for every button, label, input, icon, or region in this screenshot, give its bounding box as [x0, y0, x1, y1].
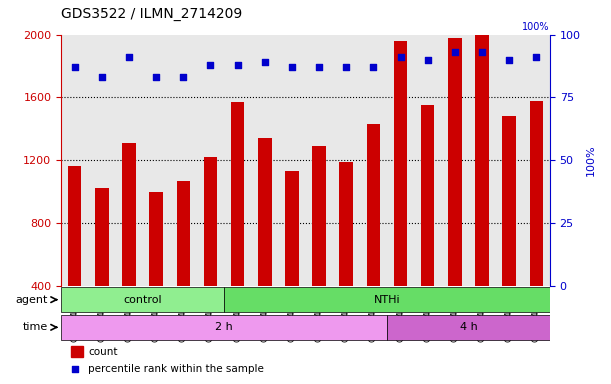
Bar — [122, 143, 136, 286]
Bar — [340, 162, 353, 286]
Point — [97, 74, 107, 80]
Text: agent: agent — [15, 295, 48, 305]
Point — [205, 62, 215, 68]
Bar — [530, 101, 543, 286]
Text: 2 h: 2 h — [215, 322, 233, 332]
Point — [178, 74, 188, 80]
Bar — [475, 0, 489, 286]
Point — [504, 56, 514, 63]
Point — [342, 64, 351, 70]
Text: percentile rank within the sample: percentile rank within the sample — [88, 364, 264, 374]
Bar — [421, 105, 434, 286]
Bar — [95, 189, 109, 286]
Point — [260, 59, 269, 65]
Text: 100%: 100% — [522, 22, 550, 32]
FancyBboxPatch shape — [387, 315, 550, 340]
Bar — [231, 102, 244, 286]
Point — [233, 62, 243, 68]
Point — [368, 64, 378, 70]
Point — [477, 49, 487, 55]
Point — [70, 366, 79, 372]
Point — [124, 54, 134, 60]
Text: time: time — [22, 322, 48, 332]
Point — [314, 64, 324, 70]
Bar — [71, 346, 83, 357]
Point — [423, 56, 433, 63]
FancyBboxPatch shape — [224, 287, 550, 312]
Point — [532, 54, 541, 60]
Point — [450, 49, 459, 55]
Y-axis label: 100%: 100% — [586, 144, 596, 176]
Text: control: control — [123, 295, 162, 305]
Point — [287, 64, 297, 70]
Bar — [177, 180, 190, 286]
Point — [70, 64, 79, 70]
Point — [396, 54, 406, 60]
Point — [152, 74, 161, 80]
Bar — [258, 138, 271, 286]
Bar — [393, 41, 408, 286]
Bar — [68, 167, 81, 286]
Text: NTHi: NTHi — [374, 295, 400, 305]
Text: count: count — [88, 347, 117, 357]
Bar — [312, 146, 326, 286]
FancyBboxPatch shape — [61, 315, 387, 340]
Bar — [448, 38, 462, 286]
FancyBboxPatch shape — [61, 287, 224, 312]
Bar — [502, 116, 516, 286]
Text: 4 h: 4 h — [459, 322, 477, 332]
Bar — [203, 157, 218, 286]
Bar — [149, 192, 163, 286]
Bar — [285, 171, 299, 286]
Bar — [367, 124, 380, 286]
Text: GDS3522 / ILMN_2714209: GDS3522 / ILMN_2714209 — [61, 7, 243, 21]
